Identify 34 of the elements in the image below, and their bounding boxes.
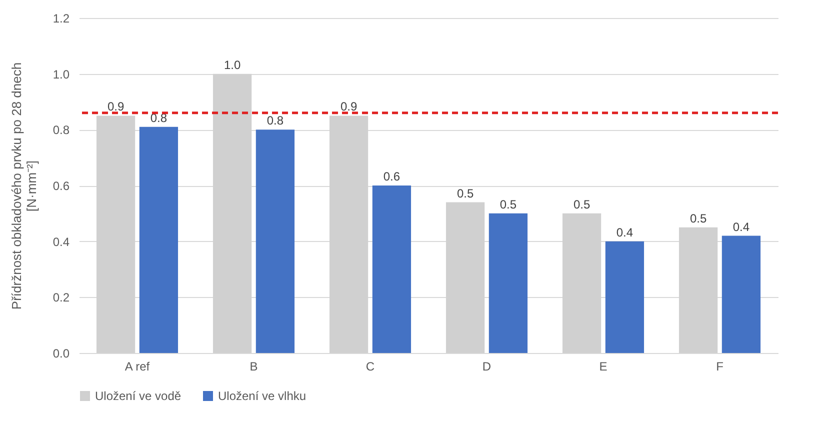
y-tick-label: 0.4 (52, 234, 70, 249)
x-tick-label: E (599, 360, 608, 374)
y-tick-label: 0.6 (52, 179, 70, 193)
data-label: 0.9 (107, 100, 124, 114)
legend-label: Uložení ve vodě (95, 389, 182, 403)
bar (139, 126, 178, 353)
y-tick-label: 1.0 (52, 67, 70, 82)
data-label: 0.4 (732, 220, 750, 234)
data-label: 0.4 (616, 225, 634, 240)
y-tick-label: 0.2 (52, 290, 70, 305)
data-label: 0.6 (383, 170, 400, 184)
data-label: 0.5 (500, 197, 517, 212)
y-tick-label: 0.0 (52, 346, 70, 360)
data-label: 0.8 (150, 110, 168, 125)
x-tick-label: D (482, 360, 492, 374)
bar (372, 186, 412, 353)
x-tick-label: B (250, 360, 258, 374)
x-tick-label: A ref (124, 360, 150, 374)
data-label: 0.5 (456, 186, 474, 200)
data-label: 0.9 (340, 100, 358, 114)
y-axis-title: Přídržnost obkladového prvku po 28 dnech [N·mm⁻²] (8, 62, 39, 310)
data-label: 1.0 (224, 58, 241, 72)
data-label: 0.5 (573, 197, 590, 212)
x-tick-label: F (716, 360, 724, 374)
x-tick-label: C (366, 360, 375, 374)
data-label: 0.8 (266, 114, 284, 128)
bar (722, 236, 761, 353)
y-tick-label: 0.8 (52, 123, 70, 138)
bar (488, 213, 528, 353)
legend-label: Uložení ve vlhku (218, 389, 306, 403)
y-tick-label: 1.2 (52, 12, 70, 26)
data-label: 0.5 (690, 211, 707, 226)
bar (256, 130, 295, 353)
bar (605, 241, 644, 353)
